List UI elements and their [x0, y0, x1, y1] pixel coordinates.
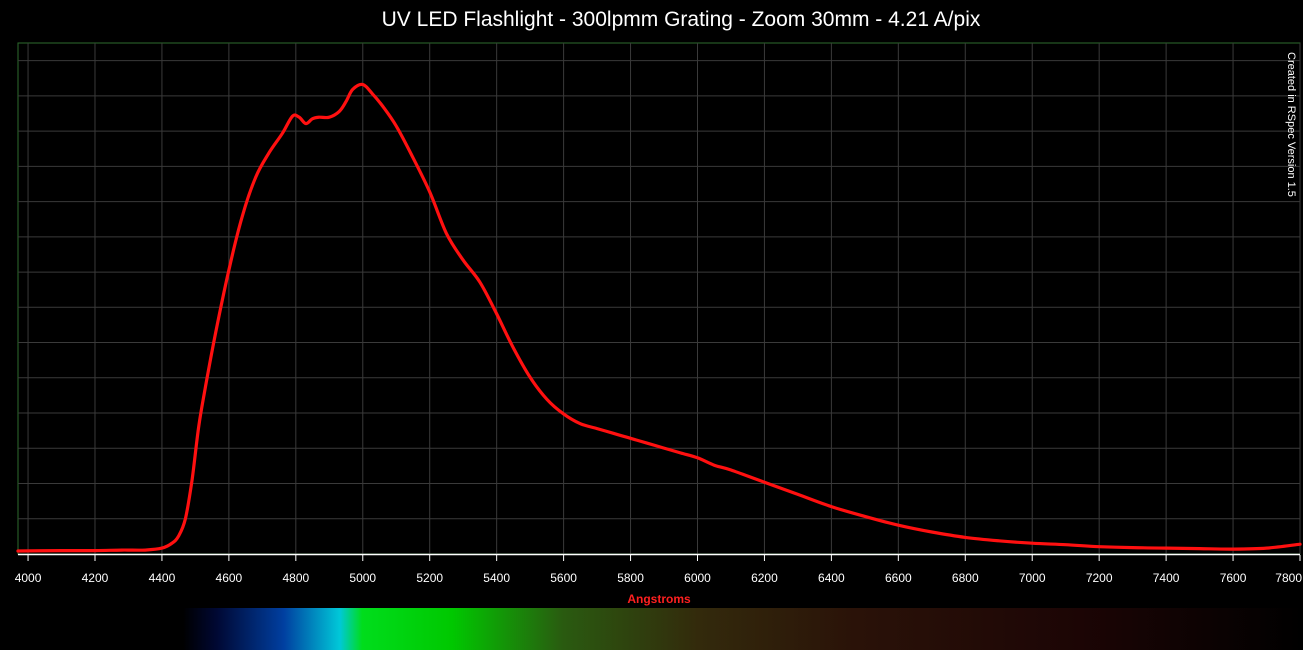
x-tick-label: 7200 — [1086, 571, 1113, 585]
x-tick-label: 4200 — [82, 571, 109, 585]
x-tick-label: 4600 — [216, 571, 243, 585]
x-tick-label: 6400 — [818, 571, 845, 585]
x-tick-label: 7600 — [1220, 571, 1247, 585]
x-tick-label: 7400 — [1153, 571, 1180, 585]
x-tick-label: 5800 — [617, 571, 644, 585]
x-tick-label: 5600 — [550, 571, 577, 585]
x-tick-label: 4400 — [149, 571, 176, 585]
credit-text: Created in RSpec Version 1.5 — [1285, 52, 1297, 197]
x-tick-label: 5000 — [349, 571, 376, 585]
x-axis-ticks: 4000 4200 4400 4600 4800 5000 5200 5400 5600 5800… — [15, 555, 1302, 585]
x-tick-label: 7800 — [1275, 571, 1302, 585]
x-tick-label: 6200 — [751, 571, 778, 585]
x-tick-label: 6000 — [684, 571, 711, 585]
x-tick-label: 6600 — [885, 571, 912, 585]
plot-area — [17, 42, 1301, 555]
x-tick-label: 6800 — [952, 571, 979, 585]
grid-lines — [18, 43, 1301, 554]
series-line — [16, 82, 1302, 553]
x-tick-label: 7000 — [1019, 571, 1046, 585]
x-axis-label: Angstroms — [627, 592, 691, 606]
x-tick-label: 4800 — [282, 571, 309, 585]
x-tick-label: 4000 — [15, 571, 42, 585]
chart-title: UV LED Flashlight - 300lpmm Grating - Zo… — [382, 8, 981, 31]
x-tick-label: 5400 — [483, 571, 510, 585]
x-tick-label: 5200 — [416, 571, 443, 585]
color-spectrum-bar — [183, 608, 1303, 650]
